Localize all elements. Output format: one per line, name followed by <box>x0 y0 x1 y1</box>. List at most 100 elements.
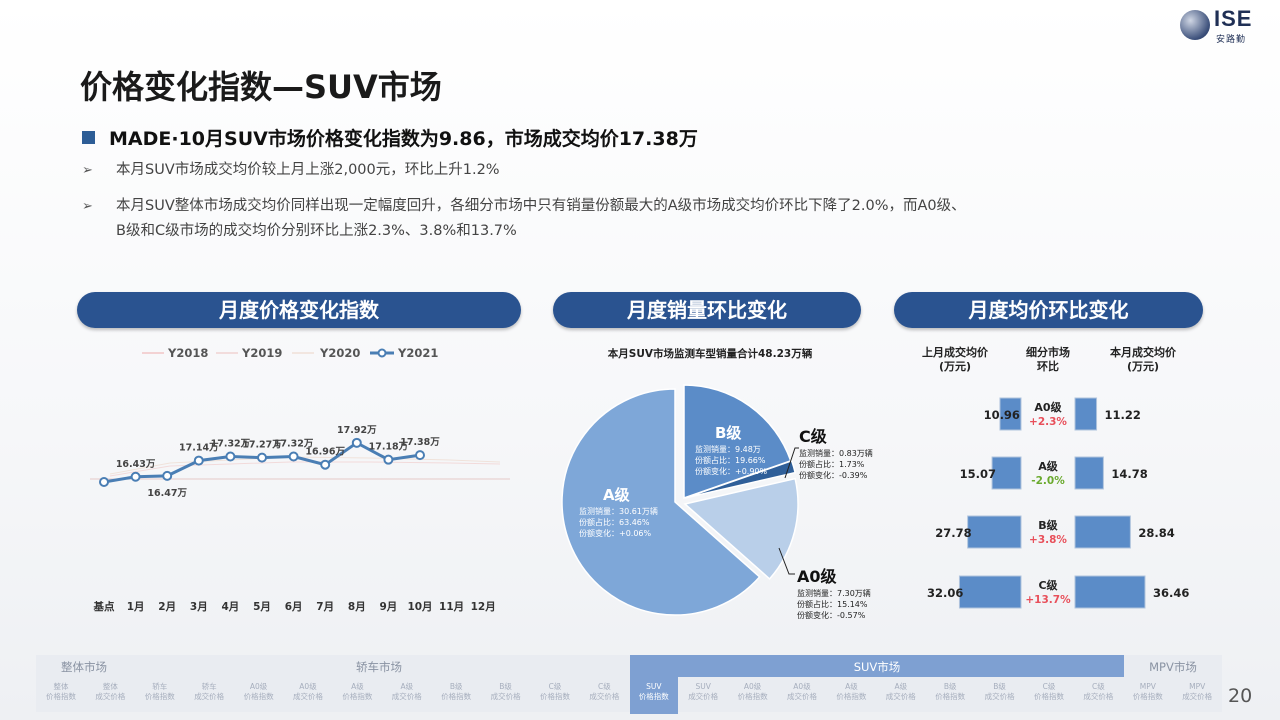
prev-price-value: 27.78 <box>935 526 971 540</box>
x-tick-label: 5月 <box>253 601 271 613</box>
legend-label: Y2019 <box>241 346 282 360</box>
page-number: 20 <box>1228 685 1253 707</box>
data-point <box>351 437 362 448</box>
segment-label: A0级 <box>1034 400 1062 414</box>
curr-price-value: 11.22 <box>1105 408 1141 422</box>
curr-price-value: 14.78 <box>1111 467 1147 481</box>
nav-tab[interactable]: A0级 成交价格 <box>284 682 332 702</box>
data-point <box>162 470 173 481</box>
prev-price-value: 10.96 <box>984 408 1020 422</box>
nav-tab[interactable]: A级 成交价格 <box>877 682 925 702</box>
nav-tab[interactable]: C级 成交价格 <box>580 682 628 702</box>
column-header: 环比 <box>1037 359 1059 373</box>
segment-detail: 监测销量：7.30万辆 <box>797 588 871 598</box>
nav-tab-line1: SUV <box>646 682 662 691</box>
x-tick-label: 8月 <box>348 601 366 613</box>
segment-detail: 监测销量：30.61万辆 <box>579 506 658 516</box>
data-label: 16.96万 <box>305 447 345 458</box>
data-label: 16.43万 <box>116 459 156 470</box>
legend-label: Y2021 <box>397 346 438 360</box>
nav-tab-line2: 成交价格 <box>688 692 719 701</box>
nav-section-sedan[interactable]: 轿车市场 <box>356 660 402 674</box>
nav-tab-line2: 成交价格 <box>885 692 916 701</box>
prev-price-bar <box>991 456 1022 490</box>
nav-tab[interactable]: SUV 成交价格 <box>679 682 727 702</box>
nav-tab-line1: A0级 <box>249 682 268 691</box>
segment-name: C级 <box>799 427 828 446</box>
nav-section-suv[interactable]: SUV市场 <box>630 655 1124 677</box>
headline-text: MADE·10月SUV市场价格变化指数为9.86，市场成交均价17.38万 <box>109 128 698 150</box>
curr-price-bar <box>1074 397 1098 431</box>
curr-price-value: 36.46 <box>1153 586 1189 600</box>
nav-tab-line2: 成交价格 <box>1083 692 1114 701</box>
nav-tab-line1: C级 <box>1092 682 1105 691</box>
nav-tab[interactable]: B级 价格指数 <box>432 682 480 702</box>
nav-tab[interactable]: 轿车 成交价格 <box>185 682 233 702</box>
panel-title-sales: 月度销量环比变化 <box>553 292 861 328</box>
nav-tab-line1: A级 <box>894 682 908 691</box>
nav-section-overall[interactable]: 整体市场 <box>61 660 107 674</box>
nav-tab[interactable]: B级 价格指数 <box>926 682 974 702</box>
nav-tab-line1: A级 <box>351 682 364 691</box>
data-label: 17.14万 <box>179 443 219 454</box>
nav-tab-line2: 成交价格 <box>589 692 620 701</box>
nav-tab-line2: 价格指数 <box>638 692 669 701</box>
nav-tab[interactable]: 轿车 价格指数 <box>136 682 184 702</box>
data-label: 17.38万 <box>400 437 440 448</box>
nav-tab-line1: B级 <box>993 682 1006 691</box>
nav-tab[interactable]: MPV 成交价格 <box>1173 682 1221 702</box>
nav-tab-line1: A级 <box>400 682 414 691</box>
segment-detail: 份额变化：+0.06% <box>579 528 652 538</box>
column-header: 本月成交均价 <box>1110 345 1177 359</box>
nav-tab[interactable]: A0级 成交价格 <box>778 682 826 702</box>
prev-price-bar <box>999 397 1022 431</box>
nav-tab[interactable]: SUV 价格指数 <box>629 677 678 714</box>
series-line-y2019 <box>109 461 501 477</box>
segment-detail: 份额变化：-0.39% <box>799 470 868 480</box>
nav-tab-line1: B级 <box>449 682 463 691</box>
nav-tab[interactable]: 整体 价格指数 <box>37 682 85 702</box>
bullet-text: 本月SUV整体市场成交均价同样出现一定幅度回升，各细分市场中只有销量份额最大的A… <box>116 198 966 214</box>
segment-name: A级 <box>603 486 631 504</box>
nav-section-mpv[interactable]: MPV市场 <box>1149 660 1197 674</box>
pie-slice <box>683 477 799 580</box>
nav-tab-line1: MPV <box>1189 682 1206 691</box>
logo-text: ISE <box>1214 6 1253 31</box>
curr-price-bar <box>1074 515 1131 549</box>
nav-tab-line2: 成交价格 <box>95 692 126 701</box>
prev-price-bar <box>958 575 1022 609</box>
ise-logo: ISE 安路勤 <box>1180 6 1272 48</box>
data-point <box>130 471 141 482</box>
segment-detail: 份额占比：19.66% <box>695 455 766 465</box>
nav-tab[interactable]: B级 成交价格 <box>482 682 530 702</box>
x-tick-label: 9月 <box>379 601 397 613</box>
nav-tab[interactable]: A0级 价格指数 <box>729 682 777 702</box>
nav-tab-line2: 成交价格 <box>490 692 521 701</box>
nav-tab[interactable]: 整体 成交价格 <box>86 682 134 702</box>
nav-tab[interactable]: B级 成交价格 <box>976 682 1024 702</box>
prev-price-value: 32.06 <box>927 586 963 600</box>
segment-detail: 份额占比：15.14% <box>797 599 868 609</box>
chart-legend: Y2018 Y2019 Y2020 Y2021 <box>142 346 438 360</box>
nav-tab-line1: C级 <box>598 682 611 691</box>
data-point <box>99 477 109 487</box>
segment-detail: 份额占比：1.73% <box>799 459 865 469</box>
nav-tab[interactable]: MPV 价格指数 <box>1124 682 1172 702</box>
nav-tab[interactable]: A级 价格指数 <box>333 682 381 702</box>
prev-price-bar <box>967 515 1022 549</box>
nav-tab[interactable]: C级 价格指数 <box>1025 682 1073 702</box>
nav-tab[interactable]: C级 价格指数 <box>531 682 579 702</box>
nav-tab[interactable]: A级 价格指数 <box>827 682 875 702</box>
legend-label: Y2018 <box>167 346 208 360</box>
legend-label: Y2020 <box>319 346 360 360</box>
nav-tab[interactable]: A0级 价格指数 <box>235 682 283 702</box>
nav-tab-line2: 价格指数 <box>1034 692 1064 701</box>
nav-tab-line1: A级 <box>845 682 858 691</box>
pie-slice <box>684 459 797 499</box>
curr-price-bar <box>1074 575 1146 609</box>
nav-tab-line2: 价格指数 <box>737 692 768 701</box>
x-tick-label: 6月 <box>285 601 303 613</box>
segment-detail: 份额占比：63.46% <box>579 517 650 527</box>
nav-tab[interactable]: A级 成交价格 <box>383 682 431 702</box>
nav-tab[interactable]: C级 成交价格 <box>1074 682 1122 702</box>
